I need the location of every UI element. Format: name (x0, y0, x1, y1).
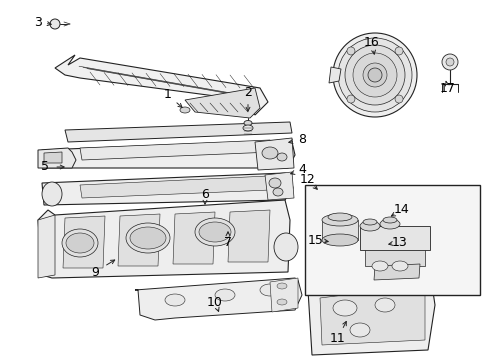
Polygon shape (339, 275, 379, 295)
Ellipse shape (379, 219, 399, 229)
Polygon shape (254, 138, 293, 170)
Ellipse shape (321, 234, 357, 246)
Polygon shape (264, 172, 293, 200)
Polygon shape (359, 226, 429, 250)
Text: 13: 13 (391, 235, 407, 248)
Polygon shape (227, 210, 269, 262)
Polygon shape (44, 152, 62, 163)
Ellipse shape (180, 107, 190, 113)
Ellipse shape (359, 221, 379, 231)
Ellipse shape (50, 19, 60, 29)
Ellipse shape (362, 219, 376, 225)
Text: 16: 16 (364, 36, 379, 49)
Ellipse shape (243, 125, 252, 131)
Circle shape (337, 38, 411, 112)
Polygon shape (307, 278, 434, 355)
Ellipse shape (215, 289, 235, 301)
Circle shape (332, 33, 416, 117)
Polygon shape (80, 176, 269, 198)
Text: 7: 7 (224, 235, 231, 248)
Ellipse shape (321, 214, 357, 226)
Polygon shape (328, 67, 340, 83)
Polygon shape (184, 88, 260, 118)
Ellipse shape (195, 218, 235, 246)
Ellipse shape (327, 213, 351, 221)
Text: 5: 5 (41, 161, 49, 174)
Polygon shape (42, 173, 292, 205)
Polygon shape (42, 140, 294, 168)
Ellipse shape (164, 294, 184, 306)
Circle shape (345, 45, 404, 105)
Text: 6: 6 (201, 189, 208, 202)
Text: 3: 3 (34, 15, 42, 28)
Polygon shape (38, 200, 289, 278)
Polygon shape (118, 214, 160, 266)
Circle shape (346, 47, 354, 55)
Ellipse shape (262, 147, 278, 159)
Circle shape (394, 95, 402, 103)
Polygon shape (373, 264, 419, 280)
Text: 8: 8 (297, 134, 305, 147)
Ellipse shape (276, 283, 286, 289)
Ellipse shape (130, 227, 165, 249)
Text: 1: 1 (164, 89, 172, 102)
Ellipse shape (273, 233, 297, 261)
Polygon shape (364, 250, 424, 266)
Text: 2: 2 (244, 86, 251, 99)
Ellipse shape (42, 182, 62, 206)
Ellipse shape (276, 153, 286, 161)
Ellipse shape (260, 284, 280, 296)
Polygon shape (269, 278, 297, 312)
Circle shape (367, 68, 381, 82)
Ellipse shape (272, 188, 283, 196)
Circle shape (445, 58, 453, 66)
Circle shape (352, 53, 396, 97)
Ellipse shape (199, 222, 230, 242)
Text: 4: 4 (298, 163, 305, 176)
Circle shape (441, 54, 457, 70)
Polygon shape (63, 216, 105, 268)
Text: 15: 15 (307, 234, 323, 247)
Ellipse shape (391, 261, 407, 271)
Ellipse shape (349, 323, 369, 337)
Ellipse shape (371, 261, 387, 271)
Polygon shape (319, 285, 424, 345)
Text: 9: 9 (91, 265, 99, 279)
Text: 10: 10 (206, 296, 223, 309)
Circle shape (394, 47, 402, 55)
Ellipse shape (332, 300, 356, 316)
Text: 14: 14 (393, 203, 409, 216)
Polygon shape (38, 148, 76, 168)
Ellipse shape (66, 233, 94, 253)
Polygon shape (65, 122, 291, 142)
Ellipse shape (374, 298, 394, 312)
Text: 17: 17 (439, 81, 455, 94)
Polygon shape (135, 278, 302, 320)
Ellipse shape (62, 229, 98, 257)
Text: 11: 11 (329, 332, 345, 345)
Polygon shape (173, 212, 215, 264)
Ellipse shape (276, 299, 286, 305)
Circle shape (362, 63, 386, 87)
Polygon shape (38, 215, 55, 278)
Polygon shape (321, 220, 357, 240)
Circle shape (346, 95, 354, 103)
Bar (305, 185, 479, 295)
Ellipse shape (126, 223, 170, 253)
Ellipse shape (268, 178, 281, 188)
Text: 12: 12 (300, 174, 315, 186)
Ellipse shape (382, 217, 396, 223)
Polygon shape (80, 140, 271, 160)
Ellipse shape (244, 121, 251, 126)
Polygon shape (55, 55, 267, 115)
